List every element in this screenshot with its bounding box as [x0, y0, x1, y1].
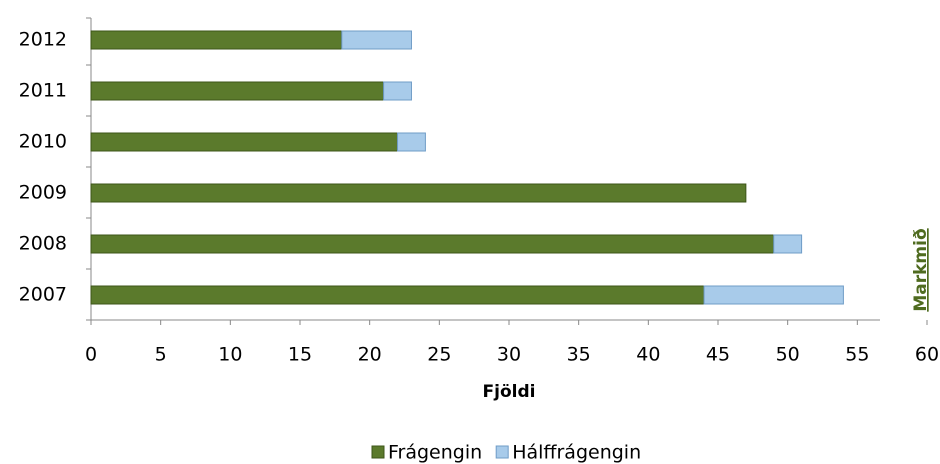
bar-segment — [383, 81, 412, 101]
bar-segment — [773, 234, 803, 254]
x-tick-label: 10 — [218, 344, 242, 366]
y-tick-label: 2012 — [19, 29, 67, 51]
x-tick-label: 60 — [915, 344, 939, 366]
x-tick-label: 30 — [497, 344, 521, 366]
bar-segment — [90, 81, 385, 101]
legend-swatch — [495, 445, 509, 459]
y-tick-label: 2010 — [19, 131, 67, 153]
bar-segment — [90, 234, 775, 254]
y-tick-label: 2009 — [19, 182, 67, 204]
y-tick-label: 2011 — [19, 80, 67, 102]
bar-segment — [341, 30, 412, 50]
x-tick-label: 5 — [155, 344, 167, 366]
x-tick-label: 50 — [776, 344, 800, 366]
x-tick-label: 45 — [706, 344, 730, 366]
bar-segment — [90, 285, 705, 305]
x-tick-label: 20 — [358, 344, 382, 366]
x-tick-label: 35 — [567, 344, 591, 366]
bar-segment — [90, 132, 399, 152]
annotation: Markmið — [911, 228, 931, 311]
bar-segment — [703, 285, 844, 305]
bar-segment — [90, 183, 747, 203]
y-tick-label: 2008 — [19, 233, 67, 255]
bar-segment — [90, 30, 343, 50]
legend-label: Frágengin — [388, 442, 482, 464]
x-axis-label: Fjöldi — [483, 382, 536, 402]
x-tick-label: 25 — [427, 344, 451, 366]
x-tick-label: 0 — [85, 344, 97, 366]
legend-swatch — [371, 445, 385, 459]
x-tick-label: 40 — [636, 344, 660, 366]
x-tick-label: 55 — [845, 344, 869, 366]
bar-segment — [397, 132, 426, 152]
x-tick-label: 15 — [288, 344, 312, 366]
y-tick-label: 2007 — [19, 284, 67, 306]
legend-label: Hálffrágengin — [512, 442, 641, 464]
